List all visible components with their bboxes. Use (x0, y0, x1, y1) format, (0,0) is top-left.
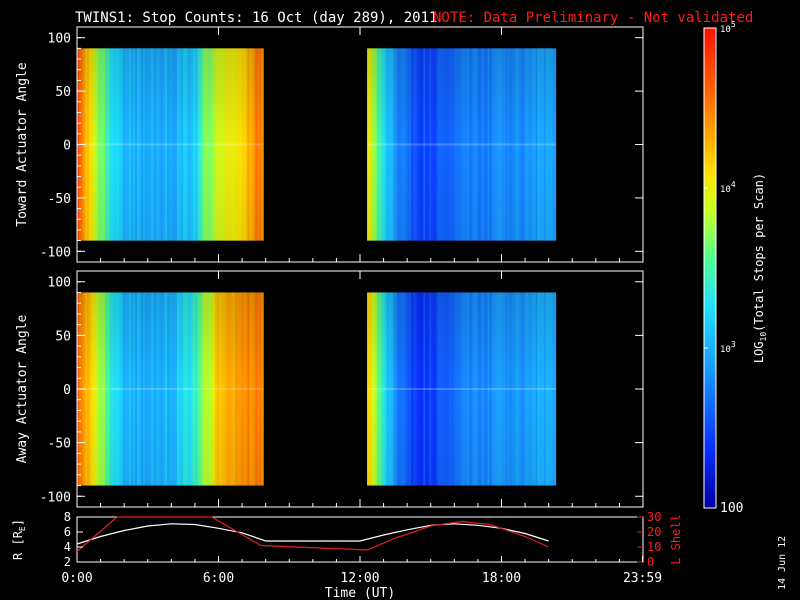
away-angle-panel: 100 50 0 -50 -100 Away Actuator Angle (15, 270, 644, 508)
away-ytick-label: -50 (48, 437, 71, 452)
toward-ytick-label: 50 (55, 85, 71, 100)
radius-line (76, 523, 549, 545)
away-ytick-label: 50 (55, 329, 71, 344)
radius-axis-label: R [RE] (11, 519, 27, 560)
colorbar-frame (703, 27, 717, 509)
time-xtick-label: 23:59 (623, 571, 662, 586)
toward-ytick-label: 100 (48, 32, 71, 47)
radius-ytick-label: 4 (64, 540, 71, 554)
time-xtick-label: 12:00 (340, 571, 379, 586)
away-heatmap-shading (367, 292, 556, 486)
time-xtick-label: 18:00 (482, 571, 521, 586)
toward-ytick-label: 0 (63, 139, 71, 154)
time-axis-label: Time (UT) (325, 586, 395, 600)
l-shell-ytick-label: 30 (647, 510, 661, 524)
ephemeris-frame (76, 516, 644, 563)
time-xtick-label: 6:00 (203, 571, 234, 586)
toward-heatmap-shading (77, 48, 264, 241)
colorbar-tick-label: 100 (720, 501, 743, 516)
l-shell-axis-label: L Shell (669, 514, 683, 565)
away-ytick-label: 0 (63, 383, 71, 398)
toward-ytick-label: -100 (40, 245, 71, 260)
radius-ytick-label: 2 (64, 555, 71, 569)
radius-ytick-label: 8 (64, 510, 71, 524)
colorbar-tick-label: 103 (720, 340, 736, 355)
l-shell-ytick-label: 0 (647, 555, 654, 569)
l-shell-ytick-label: 10 (647, 540, 661, 554)
side-date-stamp: 14 Jun 12 (777, 536, 788, 590)
radius-ytick-label: 6 (64, 525, 71, 539)
colorbar-tick-label: 104 (720, 180, 736, 195)
l-shell-line (76, 516, 549, 552)
away-heatmap-shading (77, 292, 264, 486)
toward-angle-panel: 100 50 0 -50 -100 Toward Actuator Angle (15, 26, 644, 263)
colorbar-label: LOG10(Total Stops per Scan) (752, 173, 768, 363)
l-shell-ytick-label: 20 (647, 525, 661, 539)
data-note: NOTE: Data Preliminary - Not validated (433, 10, 753, 26)
time-xtick-label: 0:00 (61, 571, 92, 586)
plot-title: TWINS1: Stop Counts: 16 Oct (day 289), 2… (75, 10, 437, 26)
toward-heatmap-shading (367, 48, 556, 241)
toward-ytick-label: -50 (48, 192, 71, 207)
away-ylabel: Away Actuator Angle (15, 314, 30, 463)
colorbar-gradient (704, 28, 716, 508)
away-ytick-label: 100 (48, 276, 71, 291)
away-ytick-label: -100 (40, 490, 71, 505)
toward-ylabel: Toward Actuator Angle (15, 62, 30, 227)
